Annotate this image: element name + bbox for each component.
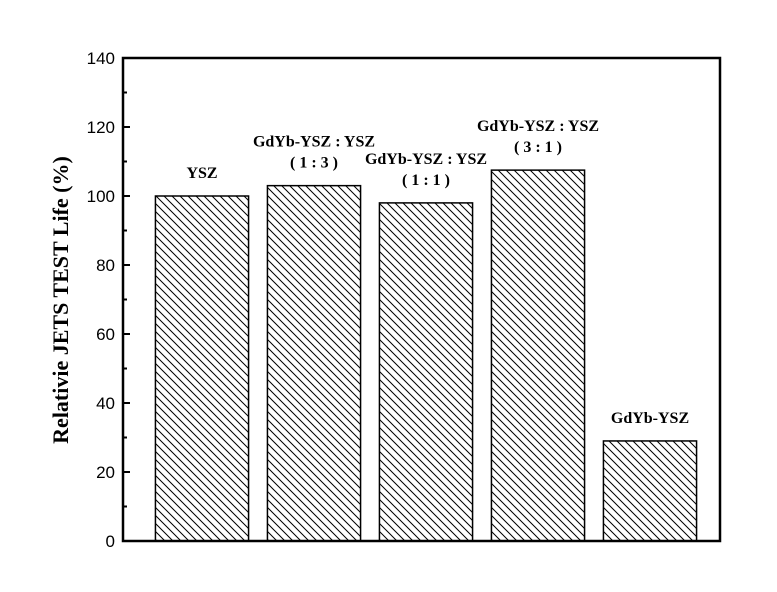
bar-category-label: ( 1 : 1 ): [402, 172, 450, 189]
bar-labels: YSZ GdYb-YSZ : YSZ ( 1 : 3 ) GdYb-YSZ : YSZ…: [186, 118, 689, 427]
bars: [154, 169, 698, 542]
y-tick-label: 100: [87, 187, 115, 206]
bar-category-label: ( 3 : 1 ): [514, 139, 562, 156]
bar: [602, 440, 698, 542]
y-tick-label: 140: [87, 49, 115, 68]
bar-category-label: GdYb-YSZ : YSZ: [253, 134, 375, 151]
bar-category-label: ( 1 : 3 ): [290, 155, 338, 172]
bar-category-label: GdYb-YSZ : YSZ: [365, 151, 487, 168]
bar: [378, 202, 474, 542]
bar-category-label: YSZ: [186, 165, 217, 182]
y-tick-label: 40: [96, 394, 115, 413]
bar: [490, 169, 586, 542]
bar: [266, 184, 362, 542]
bar-category-label: GdYb-YSZ: [611, 410, 689, 427]
y-tick-label: 80: [96, 256, 115, 275]
y-tick-label: 0: [106, 532, 115, 551]
y-axis: 0 20 40 60 80 100 120 140: [87, 49, 130, 551]
bar-category-label: GdYb-YSZ : YSZ: [477, 118, 599, 135]
y-tick-label: 60: [96, 325, 115, 344]
y-tick-label: 20: [96, 463, 115, 482]
y-axis-title: Relativie JETS TEST Life (%): [48, 156, 73, 444]
y-tick-label: 120: [87, 118, 115, 137]
bar: [154, 195, 250, 542]
